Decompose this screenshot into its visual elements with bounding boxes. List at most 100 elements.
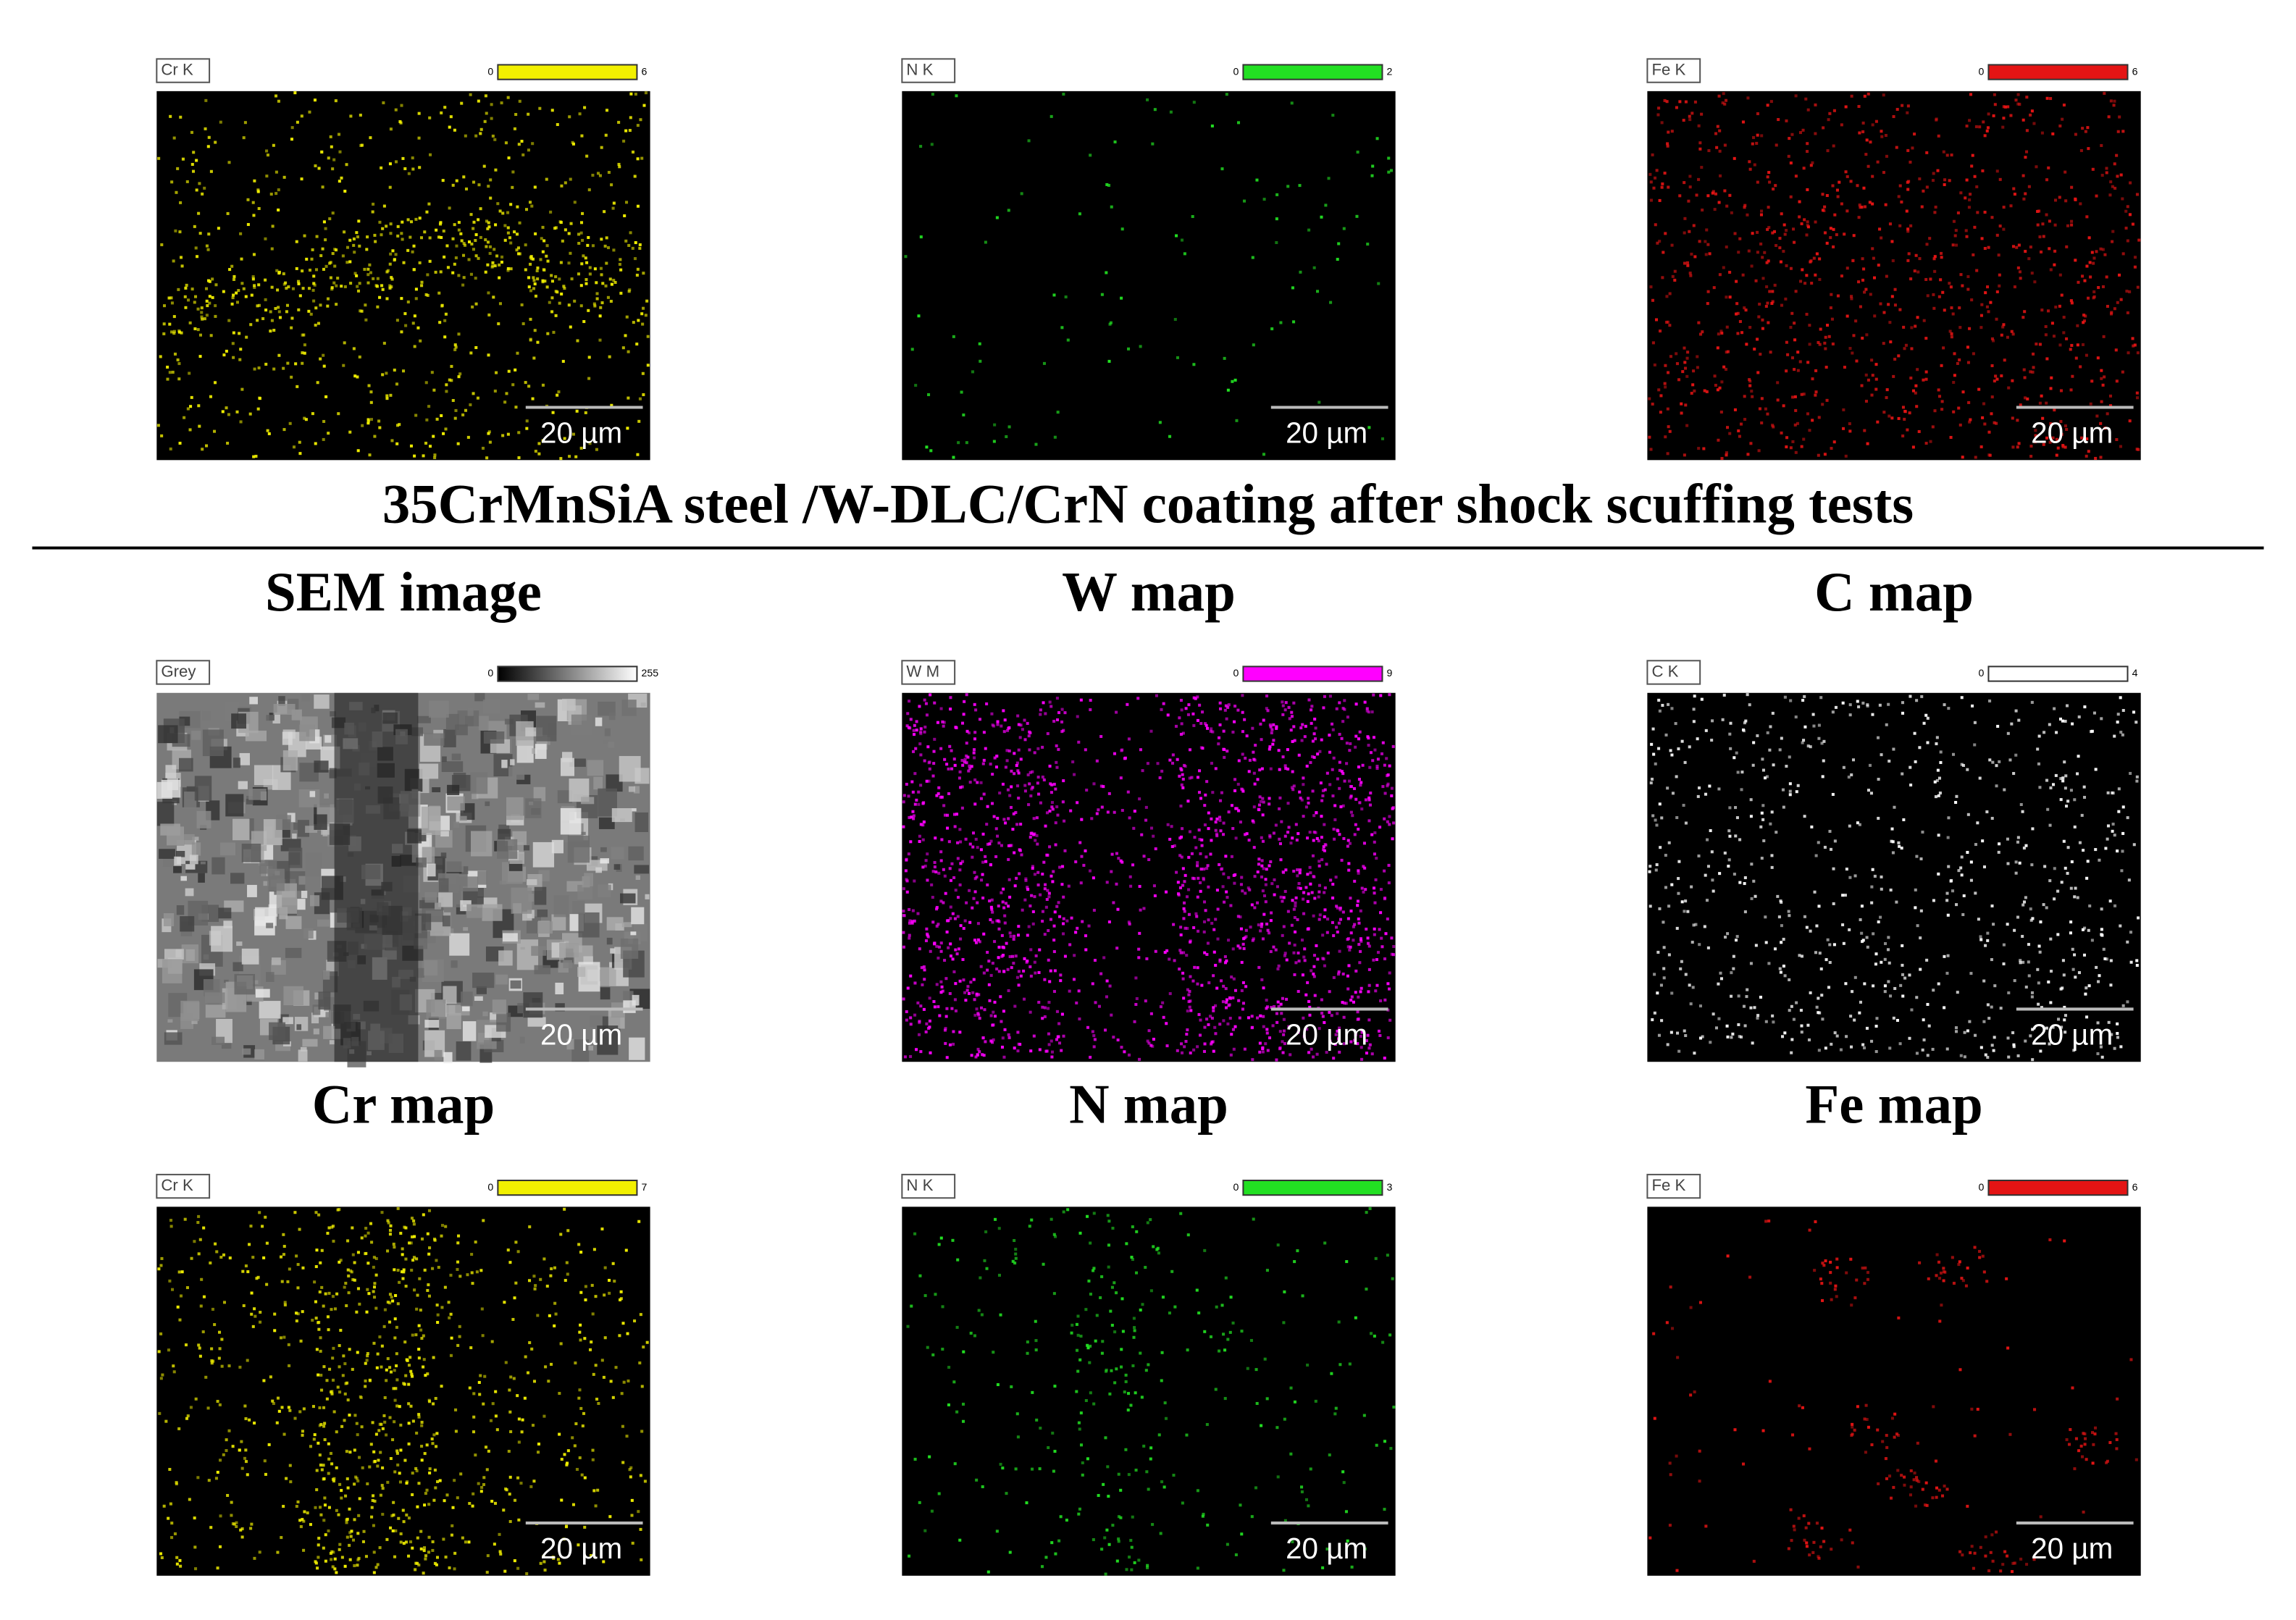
map-pixel (1307, 1051, 1311, 1054)
map-pixel (1002, 906, 1006, 910)
map-pixel (1029, 794, 1033, 798)
map-pixel (1794, 290, 1798, 293)
map-pixel (1654, 818, 1657, 822)
map-pixel (567, 303, 571, 307)
map-pixel (1287, 826, 1291, 829)
map-pixel (1168, 837, 1172, 841)
map-pixel (1707, 148, 1711, 153)
map-pixel (1286, 767, 1290, 771)
map-pixel (1323, 908, 1327, 912)
map-pixel (264, 278, 267, 282)
map-pixel (1782, 404, 1785, 408)
map-pixel (1278, 768, 1281, 771)
map-pixel (2090, 251, 2094, 254)
map-pixel (1655, 863, 1659, 867)
map-pixel (205, 444, 209, 448)
sem-texture (330, 711, 336, 717)
map-pixel (1916, 316, 1919, 319)
map-pixel (1372, 693, 1375, 697)
map-pixel (1925, 185, 1929, 189)
map-pixel (1306, 981, 1310, 984)
map-pixel (1165, 1022, 1168, 1025)
map-pixel (1898, 224, 1902, 227)
map-pixel (1265, 1005, 1269, 1009)
map-pixel (1984, 291, 1987, 295)
map-pixel (644, 314, 648, 317)
map-pixel (398, 423, 401, 427)
map-pixel (1877, 264, 1880, 267)
map-pixel (1971, 704, 1974, 708)
map-pixel (2135, 963, 2139, 968)
map-pixel (1135, 996, 1139, 1000)
sem-texture (611, 847, 624, 860)
map-pixel (231, 342, 235, 345)
map-pixel (1933, 255, 1937, 259)
map-pixel (974, 941, 979, 944)
map-pixel (965, 693, 968, 697)
map-pixel (993, 756, 997, 760)
map-pixel (1042, 361, 1046, 365)
map-pixel (1850, 295, 1853, 298)
map-pixel (1299, 797, 1302, 800)
map-pixel (1211, 791, 1215, 794)
map-pixel (1010, 785, 1013, 789)
map-pixel (1990, 216, 1994, 219)
map-pixel (963, 700, 966, 703)
map-pixel (942, 724, 945, 728)
map-pixel (1685, 261, 1690, 264)
map-pixel (1000, 891, 1003, 894)
map-pixel (1386, 820, 1389, 823)
map-pixel (1181, 827, 1184, 831)
map-pixel (196, 255, 199, 259)
map-pixel (1041, 745, 1044, 749)
map-pixel (1261, 937, 1265, 941)
sem-texture (504, 718, 514, 725)
map-pixel (925, 445, 929, 449)
map-pixel (445, 383, 448, 387)
map-pixel (2100, 369, 2103, 372)
map-pixel (1931, 425, 1935, 429)
map-pixel (1701, 330, 1704, 334)
map-pixel (1969, 93, 1973, 96)
map-pixel (1076, 715, 1079, 718)
sem-texture (438, 892, 453, 907)
map-pixel (973, 756, 976, 760)
map-pixel (1971, 154, 1974, 157)
map-pixel (1074, 931, 1078, 934)
map-pixel (1257, 923, 1260, 927)
map-pixel (1310, 705, 1314, 708)
sem-texture (239, 752, 250, 765)
map-pixel (1056, 813, 1060, 817)
map-pixel (1152, 834, 1155, 838)
map-pixel (2132, 344, 2135, 348)
map-pixel (1307, 801, 1310, 805)
map-pixel (2111, 822, 2115, 826)
map-pixel (1848, 876, 1852, 879)
sem-texture (230, 873, 245, 884)
map-pixel (506, 269, 510, 272)
map-pixel (518, 99, 521, 103)
map-pixel (414, 217, 418, 221)
map-pixel (1297, 960, 1301, 963)
map-pixel (1871, 175, 1874, 178)
map-pixel (1226, 705, 1230, 709)
map-pixel (1338, 760, 1341, 764)
map-pixel (1294, 961, 1298, 965)
map-pixel (2070, 301, 2074, 305)
map-pixel (1338, 786, 1341, 790)
map-pixel (1232, 873, 1236, 877)
map-pixel (1003, 921, 1007, 925)
map-pixel (1823, 205, 1827, 209)
map-pixel (1746, 213, 1749, 217)
sem-texture (202, 729, 224, 757)
sem-texture (236, 941, 243, 947)
map-pixel (1841, 894, 1845, 897)
map-pixel (230, 302, 234, 306)
map-pixel (177, 362, 181, 366)
map-pixel (610, 403, 613, 407)
map-pixel (573, 299, 577, 303)
map-pixel (1299, 886, 1302, 890)
map-pixel (1272, 831, 1275, 835)
map-pixel (209, 169, 213, 173)
map-pixel (1958, 423, 1962, 427)
